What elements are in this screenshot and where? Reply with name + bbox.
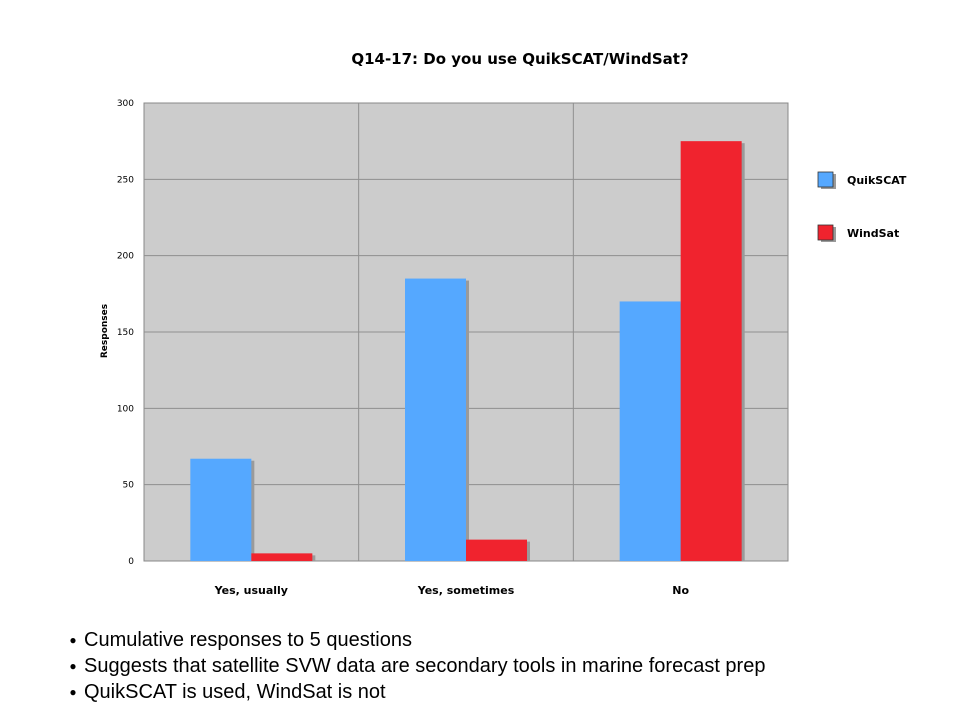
bullet-item: ● Cumulative responses to 5 questions bbox=[62, 627, 765, 653]
bullet-dot-icon: ● bbox=[69, 633, 77, 647]
y-tick-label: 250 bbox=[117, 175, 134, 185]
y-axis-label: Responses bbox=[100, 304, 110, 358]
y-tick-label: 100 bbox=[117, 404, 134, 414]
bullet-dot-icon: ● bbox=[69, 659, 77, 673]
bullet-item: ● Suggests that satellite SVW data are se… bbox=[62, 653, 765, 679]
bar bbox=[405, 278, 466, 561]
y-tick-label: 50 bbox=[123, 481, 135, 491]
bullet-text: QuikSCAT is used, WindSat is not bbox=[84, 681, 386, 703]
bullet-text: Suggests that satellite SVW data are sec… bbox=[84, 655, 766, 677]
y-tick-label: 300 bbox=[117, 99, 134, 109]
bar bbox=[680, 141, 742, 561]
y-ticks: 0 50 100 150 200 250 300 bbox=[117, 99, 134, 567]
bullet-text: Cumulative responses to 5 questions bbox=[84, 629, 412, 651]
bar bbox=[619, 301, 681, 561]
bullet-dot-icon: ● bbox=[69, 685, 77, 699]
legend-label: QuikSCAT bbox=[847, 174, 907, 187]
bars bbox=[190, 141, 745, 561]
legend-swatch bbox=[817, 224, 834, 241]
chart-title: Q14-17: Do you use QuikSCAT/WindSat? bbox=[351, 50, 688, 68]
x-tick-label: Yes, usually bbox=[214, 584, 288, 597]
bar bbox=[190, 458, 252, 561]
y-tick-label: 200 bbox=[117, 252, 134, 262]
bar bbox=[466, 539, 527, 561]
x-tick-label: No bbox=[672, 584, 689, 597]
bullet-item: ● QuikSCAT is used, WindSat is not bbox=[62, 679, 765, 705]
notes-list: ● Cumulative responses to 5 questions ● Su… bbox=[62, 627, 765, 705]
y-tick-label: 150 bbox=[117, 328, 134, 338]
bar bbox=[251, 553, 313, 561]
x-tick-label: Yes, sometimes bbox=[417, 584, 515, 597]
legend-label: WindSat bbox=[847, 227, 899, 240]
legend: QuikSCAT WindSat bbox=[817, 171, 907, 242]
bar-chart: Q14-17: Do you use QuikSCAT/WindSat? Res… bbox=[100, 50, 907, 597]
x-ticks: Yes, usually Yes, sometimes No bbox=[214, 584, 690, 597]
legend-swatch bbox=[817, 171, 834, 188]
y-tick-label: 0 bbox=[128, 557, 134, 567]
